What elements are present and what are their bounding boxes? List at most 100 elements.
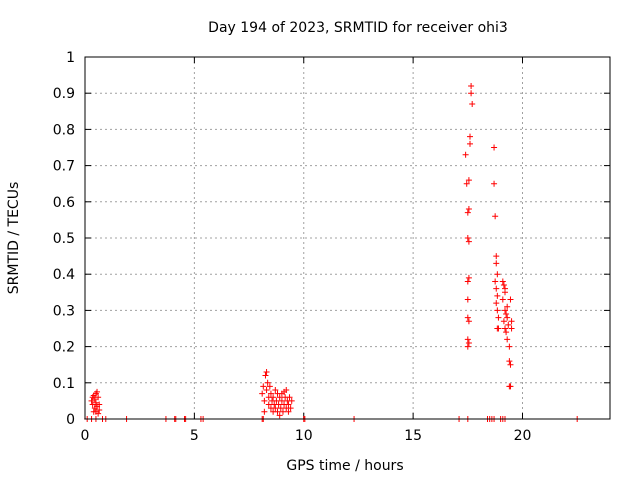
x-axis-label: GPS time / hours xyxy=(286,458,403,474)
data-point xyxy=(499,296,506,303)
data-point xyxy=(277,405,284,412)
x-tick-label: 0 xyxy=(81,428,90,444)
data-point xyxy=(287,405,294,412)
y-tick-label: 0.8 xyxy=(53,122,75,138)
data-point xyxy=(96,401,103,408)
data-point xyxy=(275,401,282,408)
data-point xyxy=(465,318,472,325)
data-point xyxy=(267,390,274,397)
data-point xyxy=(504,336,511,343)
data-point xyxy=(469,101,476,108)
data-point xyxy=(262,372,269,379)
y-tick-label: 0 xyxy=(66,412,75,428)
data-point xyxy=(464,235,471,241)
data-point xyxy=(504,303,511,310)
data-point xyxy=(493,253,500,260)
data-point xyxy=(95,410,102,417)
data-point xyxy=(265,401,272,408)
y-tick-label: 0.9 xyxy=(53,86,75,102)
data-points xyxy=(84,82,581,422)
data-point xyxy=(508,318,515,325)
data-point xyxy=(494,307,501,314)
data-point xyxy=(88,397,95,404)
axis-ticks: 00.10.20.30.40.50.60.70.80.910 5 10 15 20 xyxy=(53,50,610,444)
y-tick-label: 1 xyxy=(66,50,75,66)
data-point xyxy=(464,314,471,321)
data-point xyxy=(465,177,472,184)
data-point xyxy=(286,394,293,401)
plot-frame xyxy=(84,56,611,420)
data-point xyxy=(260,383,267,390)
data-point xyxy=(261,408,268,415)
data-point xyxy=(464,336,471,343)
data-point xyxy=(266,383,273,390)
data-point xyxy=(464,278,471,285)
data-point xyxy=(491,144,498,151)
data-point xyxy=(468,90,475,97)
data-point xyxy=(507,361,514,368)
x-tick-label: 20 xyxy=(514,428,532,444)
data-point xyxy=(464,343,471,350)
data-point xyxy=(494,271,501,278)
data-point xyxy=(493,260,500,267)
data-point xyxy=(276,412,283,419)
data-point xyxy=(492,278,499,285)
data-point xyxy=(495,314,502,321)
data-point xyxy=(492,213,499,220)
x-tick-label: 15 xyxy=(404,428,422,444)
data-point xyxy=(276,394,283,401)
data-point xyxy=(272,405,279,412)
data-point xyxy=(273,397,280,404)
data-point xyxy=(274,408,281,415)
y-tick-label: 0.2 xyxy=(53,340,75,356)
data-point xyxy=(502,285,508,292)
y-tick-label: 0.1 xyxy=(53,376,75,392)
data-point xyxy=(499,278,506,285)
data-point xyxy=(500,282,507,289)
data-point xyxy=(467,133,473,140)
data-point xyxy=(503,329,510,336)
data-point xyxy=(507,296,514,303)
data-point xyxy=(463,180,470,187)
data-point xyxy=(493,300,500,307)
data-point xyxy=(503,311,510,318)
data-point xyxy=(89,401,96,408)
data-point xyxy=(270,394,277,401)
data-point xyxy=(261,397,268,404)
data-point xyxy=(90,408,97,415)
data-point xyxy=(502,325,508,332)
data-point xyxy=(272,387,279,394)
data-point xyxy=(465,339,472,346)
y-tick-label: 0.7 xyxy=(53,159,75,175)
data-point xyxy=(504,314,511,321)
data-point xyxy=(506,358,513,365)
data-point xyxy=(465,274,472,281)
data-point xyxy=(507,383,514,390)
data-point xyxy=(285,401,292,408)
data-point xyxy=(505,321,512,328)
data-point xyxy=(502,307,508,314)
data-point xyxy=(264,379,271,386)
y-axis-label: SRMTID / TECUs xyxy=(6,182,22,295)
data-point xyxy=(468,82,475,89)
data-point xyxy=(500,318,507,325)
data-point xyxy=(494,292,501,299)
y-tick-label: 0.4 xyxy=(53,267,75,283)
data-point xyxy=(491,180,498,187)
data-point xyxy=(464,209,471,216)
data-point xyxy=(464,296,471,303)
data-point xyxy=(92,390,99,397)
x-tick-label: 10 xyxy=(295,428,313,444)
data-point xyxy=(467,140,473,147)
data-point xyxy=(89,394,96,401)
data-point xyxy=(495,325,502,332)
data-point xyxy=(493,285,500,292)
data-point xyxy=(508,325,515,332)
data-point xyxy=(281,388,288,395)
data-point xyxy=(465,206,472,213)
chart-title: Day 194 of 2023, SRMTID for receiver ohi… xyxy=(208,20,508,36)
data-point xyxy=(288,397,295,404)
data-point xyxy=(462,151,469,158)
